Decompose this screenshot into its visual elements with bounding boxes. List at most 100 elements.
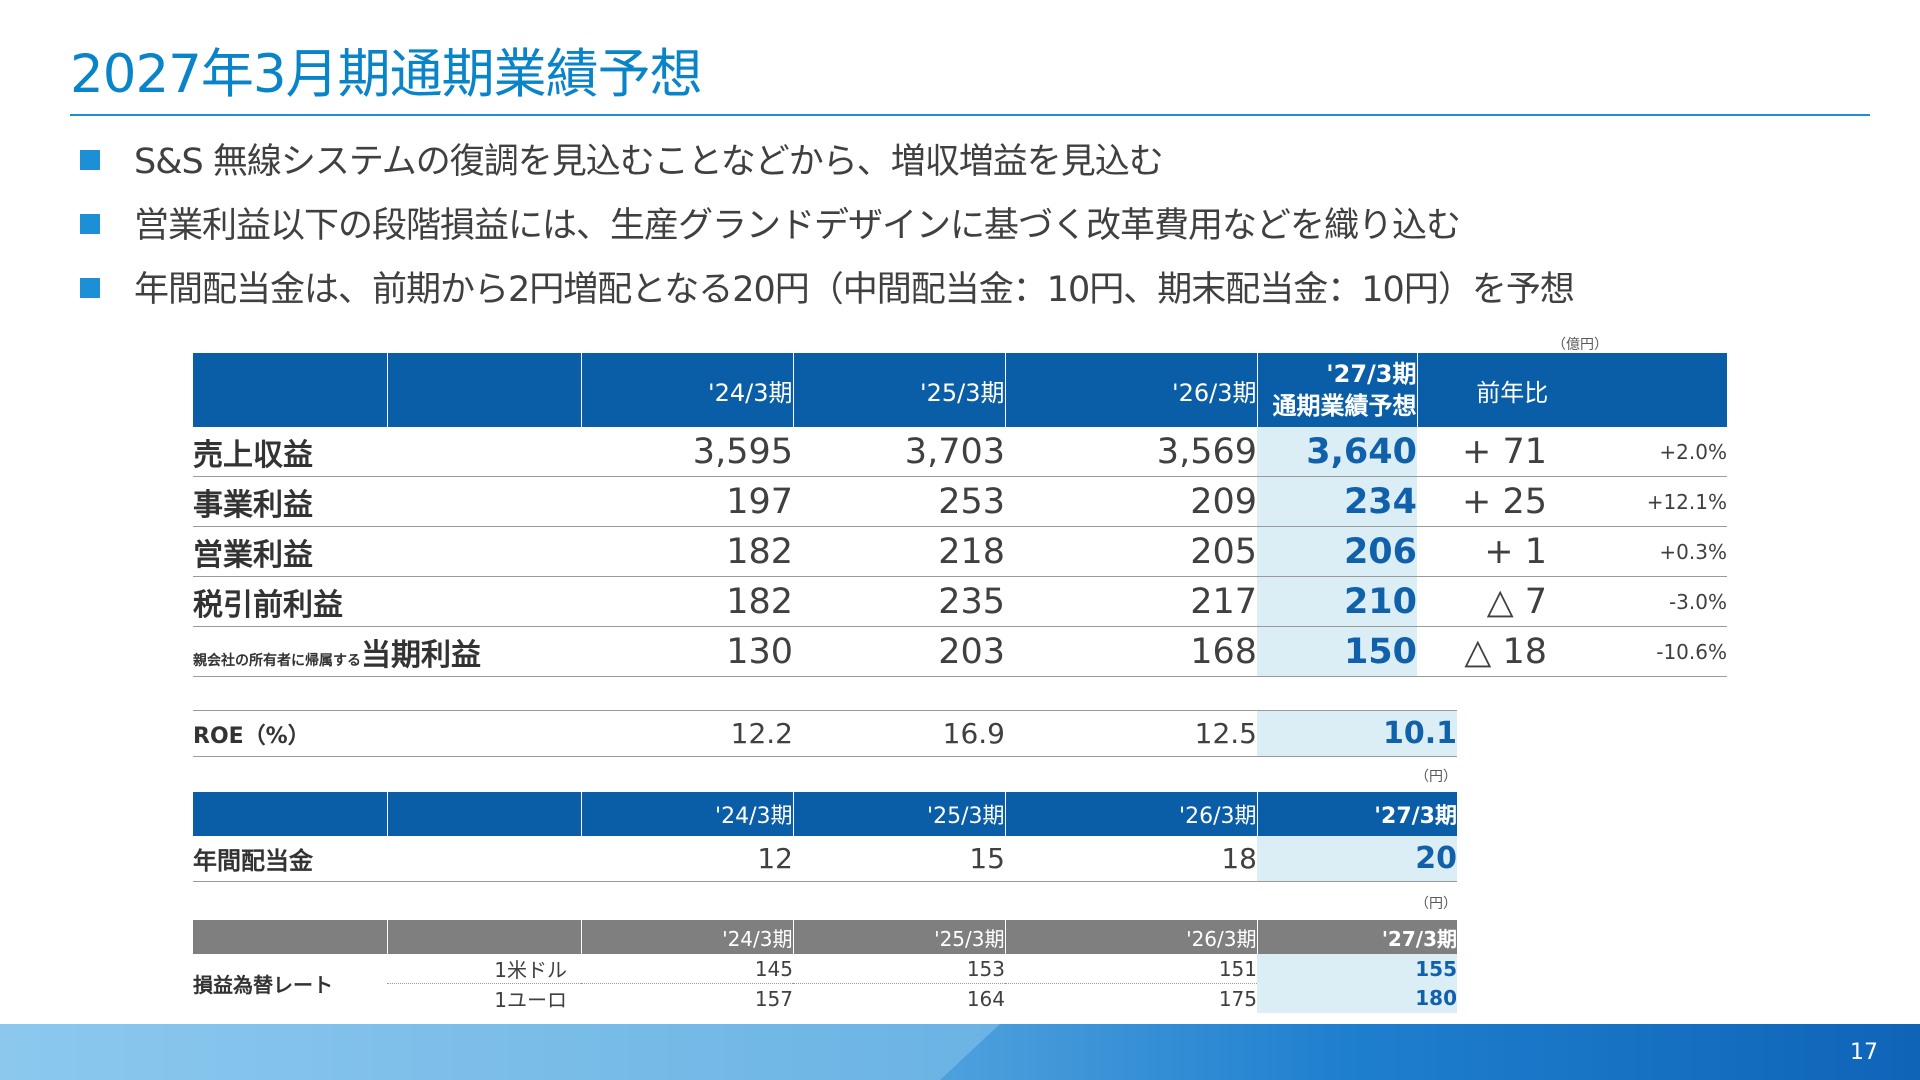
table-row: 損益為替レート 1米ドル 145 153 151 155 [193,954,1457,997]
yoy-diff: + 25 [1417,476,1577,527]
header-blank [387,353,582,427]
dividend-header-row: '24/3期 '25/3期 '26/3期 '27/3期 [193,792,1457,836]
col-header-fy24: '24/3期 [581,353,794,427]
value-fy25: 253 [793,476,1005,527]
header-blank [387,792,582,836]
value-fy24: 182 [581,526,793,577]
col-header-fy25: '25/3期 [793,920,1006,954]
value-fy26: 205 [1005,526,1257,577]
fx-table: '24/3期 '25/3期 '26/3期 '27/3期 損益為替レート 1米ドル… [193,920,1457,1013]
value-fy27-forecast: 210 [1257,576,1417,627]
yoy-diff: △ 18 [1417,626,1577,677]
page-number: 17 [1850,1040,1878,1065]
results-header-row: '24/3期 '25/3期 '26/3期 '27/3期 通期業績予想 前年比 [193,353,1727,427]
bullet-text: S&S 無線システムの復調を見込むことなどから、増収増益を見込む [134,142,1164,182]
value-fy26: 3,569 [1005,427,1257,477]
forecast-header-line1: '27/3期 [1326,360,1417,388]
row-label: 営業利益 [193,526,581,577]
col-header-fy26: '26/3期 [1005,353,1258,427]
value-fy24: 182 [581,576,793,627]
yoy-pct: -3.0% [1577,576,1727,627]
bullet-item: 営業利益以下の段階損益には、生産グランドデザインに基づく改革費用などを織り込む [80,194,1574,258]
fx-fy25: 164 [966,986,1005,1011]
bullet-item: 年間配当金は、前期から2円増配となる20円（中間配当金：10円、期末配当金：10… [80,258,1575,322]
table-row: 年間配当金 12 15 18 20 [193,836,1457,882]
header-blank [193,353,388,427]
fx-fy24: 145 [581,954,793,984]
dividend-fy27: 20 [1257,836,1457,882]
col-header-fy27-forecast: '27/3期通期業績予想 [1257,353,1418,427]
yoy-pct: -10.6% [1577,626,1727,677]
value-fy26: 209 [1005,476,1257,527]
unit-label-yen-fx: （円） [1415,896,1457,912]
dividend-label: 年間配当金 [193,836,581,882]
table-row: 売上収益 3,595 3,703 3,569 3,640 + 71 +2.0% [193,427,1727,477]
value-fy25: 218 [793,526,1005,577]
title-divider [70,114,1870,116]
results-body: 売上収益 3,595 3,703 3,569 3,640 + 71 +2.0% … [193,427,1727,677]
row-label-main: 当期利益 [361,637,481,673]
results-table: '24/3期 '25/3期 '26/3期 '27/3期 通期業績予想 前年比 [193,353,1727,427]
dividend-table: '24/3期 '25/3期 '26/3期 '27/3期 [193,792,1457,836]
currency-label: 1米ドル [387,954,581,984]
forecast-header-line2: 通期業績予想 [1272,392,1417,420]
row-label: 事業利益 [193,476,581,527]
row-label: 売上収益 [193,427,581,477]
bullet-text: 営業利益以下の段階損益には、生産グランドデザインに基づく改革費用などを織り込む [134,206,1461,246]
col-header-fy25: '25/3期 [793,792,1006,836]
unit-label-yen: （円） [1415,769,1457,785]
value-fy25: 203 [793,626,1005,677]
yoy-diff: + 71 [1417,427,1577,477]
table-row: 親会社の所有者に帰属する当期利益 130 203 168 150 △ 18 -1… [193,626,1727,677]
table-row: ROE（%） 12.2 16.9 12.5 10.1 [193,710,1457,757]
table-row: 事業利益 197 253 209 234 + 25 +12.1% [193,476,1727,527]
value-fy27-forecast: 150 [1257,626,1417,677]
bullet-list: S&S 無線システムの復調を見込むことなどから、増収増益を見込む 営業利益以下の… [80,130,1575,322]
value-fy27-forecast: 234 [1257,476,1417,527]
row-label: 税引前利益 [193,576,581,627]
value-fy24: 3,595 [581,427,793,477]
yoy-pct: +12.1% [1577,476,1727,527]
value-fy27-forecast: 206 [1257,526,1417,577]
yoy-header-label: 前年比 [1476,378,1549,407]
footer-accent [0,1024,1000,1080]
fx-fy27: 180 [1257,983,1457,1013]
row-label: 親会社の所有者に帰属する当期利益 [193,626,581,677]
currency-label: 1ユーロ [494,988,567,1012]
yoy-diff: + 1 [1417,526,1577,577]
roe-fy24: 12.2 [581,710,793,757]
dividend-fy24: 12 [581,836,793,882]
bullet-item: S&S 無線システムの復調を見込むことなどから、増収増益を見込む [80,130,1574,194]
row-label-prefix: 親会社の所有者に帰属する [193,652,361,669]
fx-fy26: 151 [1005,954,1257,984]
col-header-fy27: '27/3期 [1374,804,1457,829]
col-header-fy27: '27/3期 [1381,926,1457,951]
table-row: 税引前利益 182 235 217 210 △ 7 -3.0% [193,576,1727,627]
table-row: 1ユーロ 157 164 175 180 [193,983,1457,1013]
header-blank [193,920,388,954]
bullet-square-icon [80,278,100,298]
header-blank [193,792,388,836]
col-header-fy26: '26/3期 [1005,792,1258,836]
col-header-yoy: 前年比 [1417,353,1727,427]
fx-fy27: 155 [1257,954,1457,984]
dividend-fy25: 15 [793,836,1005,882]
fx-fy26: 175 [1218,986,1257,1011]
bullet-text: 年間配当金は、前期から2円増配となる20円（中間配当金：10円、期末配当金：10… [134,270,1575,310]
col-header-fy24: '24/3期 [581,920,794,954]
fx-fy24: 157 [754,986,793,1011]
yoy-pct: +2.0% [1577,427,1727,477]
col-header-fy24: '24/3期 [581,792,794,836]
value-fy26: 217 [1005,576,1257,627]
value-fy26: 168 [1005,626,1257,677]
dividend-fy26: 18 [1005,836,1257,882]
value-fy24: 130 [581,626,793,677]
bullet-square-icon [80,150,100,170]
fx-label: 損益為替レート [193,973,333,997]
roe-table: ROE（%） 12.2 16.9 12.5 10.1 [193,710,1457,757]
page-title: 2027年3月期通期業績予想 [70,44,703,105]
bullet-square-icon [80,214,100,234]
value-fy24: 197 [581,476,793,527]
yoy-diff: △ 7 [1417,576,1577,627]
roe-fy26: 12.5 [1005,710,1257,757]
